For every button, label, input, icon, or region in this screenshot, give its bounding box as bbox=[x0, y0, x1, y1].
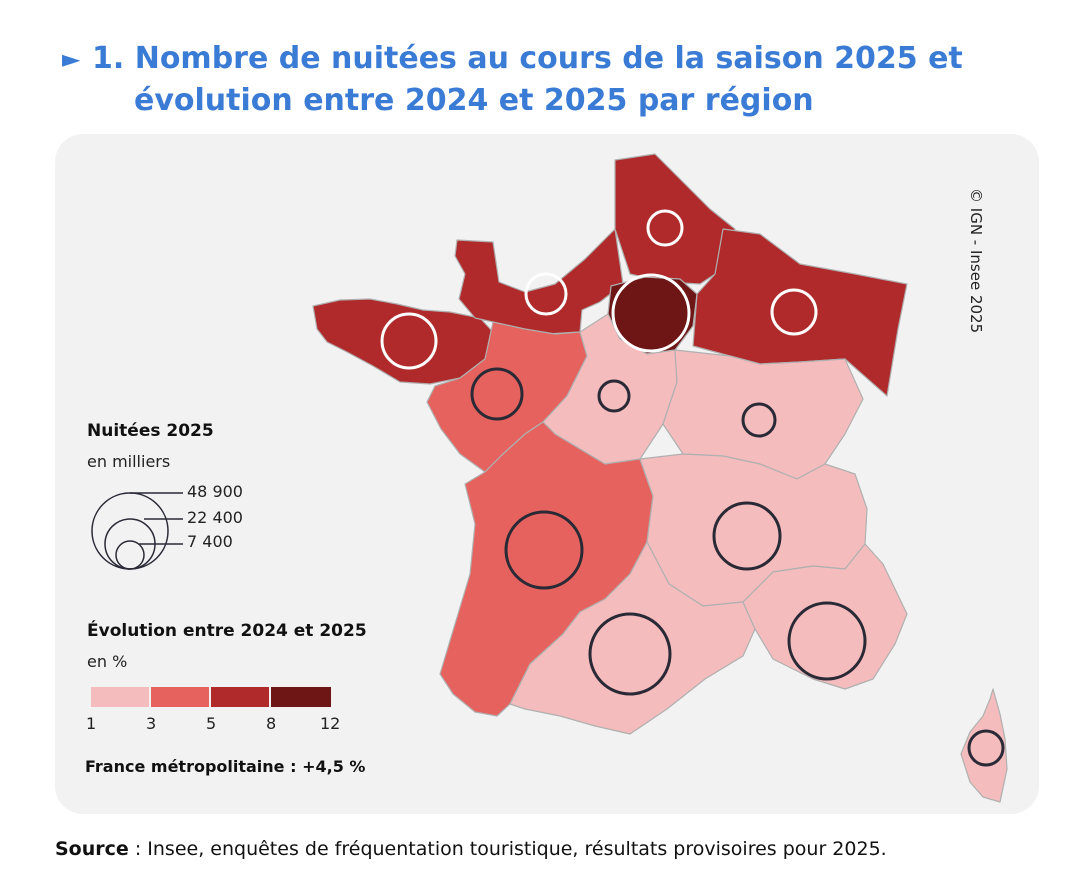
circle-occitanie bbox=[588, 612, 672, 696]
tick-8: 8 bbox=[266, 714, 277, 733]
circle-auvergne-rhone-alpes bbox=[712, 501, 782, 571]
swatch-3-5 bbox=[151, 687, 209, 707]
region-occitanie[interactable] bbox=[509, 541, 756, 735]
circle-bourgogne-franche-comte bbox=[741, 402, 777, 438]
tick-5: 5 bbox=[206, 714, 217, 733]
swatch-1-3 bbox=[91, 687, 149, 707]
source-text: : Insee, enquêtes de fréquentation touri… bbox=[128, 838, 887, 860]
title-line-2: évolution entre 2024 et 2025 par région bbox=[134, 83, 814, 118]
map-panel: Nuitées 2025 en milliers 48 900 22 400 7… bbox=[55, 134, 1039, 814]
region-normandie[interactable] bbox=[454, 228, 624, 335]
size-label-medium: 22 400 bbox=[187, 508, 243, 527]
circle-pays-de-la-loire bbox=[470, 367, 524, 421]
region-corse[interactable] bbox=[960, 688, 1008, 803]
size-label-large: 48 900 bbox=[187, 482, 243, 501]
title-line-1: 1. Nombre de nuitées au cours de la sais… bbox=[92, 41, 963, 76]
source-note: Source : Insee, enquêtes de fréquentatio… bbox=[55, 838, 887, 860]
source-label: Source bbox=[55, 838, 129, 860]
evolution-legend-unit: en % bbox=[87, 652, 128, 671]
tick-1: 1 bbox=[86, 714, 97, 733]
swatch-5-8 bbox=[211, 687, 269, 707]
circle-normandie bbox=[524, 272, 568, 316]
circle-paca bbox=[787, 601, 867, 681]
circle-grand-est bbox=[770, 288, 818, 336]
copyright: © IGN - Insee 2025 bbox=[967, 188, 985, 334]
size-legend-unit: en milliers bbox=[87, 452, 171, 471]
region-paca[interactable] bbox=[742, 543, 908, 690]
circle-bretagne bbox=[380, 312, 438, 370]
tick-12: 12 bbox=[320, 714, 341, 733]
title-arrow-icon: ► bbox=[62, 45, 81, 73]
circle-centre-val-de-loire bbox=[597, 379, 631, 413]
evolution-legend-title: Évolution entre 2024 et 2025 bbox=[87, 621, 367, 641]
size-legend-title: Nuitées 2025 bbox=[87, 421, 214, 441]
swatch-8-12 bbox=[271, 687, 331, 707]
region-bretagne[interactable] bbox=[312, 298, 496, 385]
circle-corse bbox=[967, 729, 1005, 767]
tick-3: 3 bbox=[146, 714, 157, 733]
size-legend-circles bbox=[91, 492, 183, 570]
circle-nouvelle-aquitaine bbox=[504, 510, 584, 590]
size-label-small: 7 400 bbox=[187, 532, 233, 551]
circle-ile-de-france bbox=[611, 273, 691, 353]
circle-hauts-de-france bbox=[646, 209, 684, 247]
france-total: France métropolitaine : +4,5 % bbox=[85, 757, 366, 776]
france-map bbox=[91, 153, 1008, 803]
